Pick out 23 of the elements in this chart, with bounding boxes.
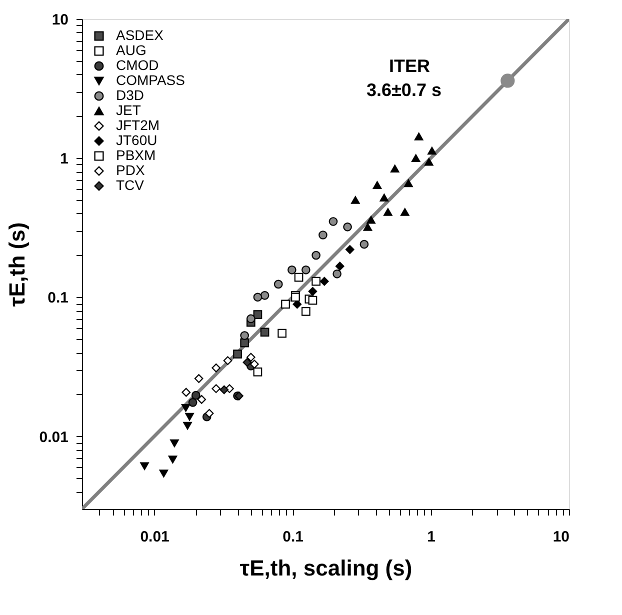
legend-label: PDX (116, 162, 146, 178)
x-tick-label: 0.01 (140, 528, 170, 546)
y-tick-label: 0.01 (39, 428, 68, 446)
legend-label: JT60U (116, 132, 158, 148)
legend-label: CMOD (116, 57, 159, 73)
y-tick-label: 0.1 (48, 290, 68, 307)
annotation: ITER (388, 56, 430, 76)
legend-label: JET (116, 102, 142, 118)
x-axis-title: τE,th, scaling (s) (240, 556, 412, 580)
y-axis-title: τE,th (s) (4, 222, 30, 307)
y-tick-label: 1 (60, 150, 68, 168)
annotation: 3.6±0.7 s (366, 80, 442, 100)
legend-label: AUG (116, 42, 146, 58)
legend-label: COMPASS (116, 72, 185, 88)
y-tick-label: 10 (52, 12, 68, 28)
legend-label: ASDEX (116, 27, 164, 43)
x-tick-label: 0.1 (282, 528, 304, 546)
legend-label: TCV (116, 177, 145, 193)
legend-label: D3D (116, 87, 144, 103)
legend-label: PBXM (116, 147, 156, 163)
legend-label: JFT2M (116, 117, 160, 133)
x-tick-label: 10 (552, 528, 570, 546)
x-tick-label: 1 (427, 528, 436, 546)
